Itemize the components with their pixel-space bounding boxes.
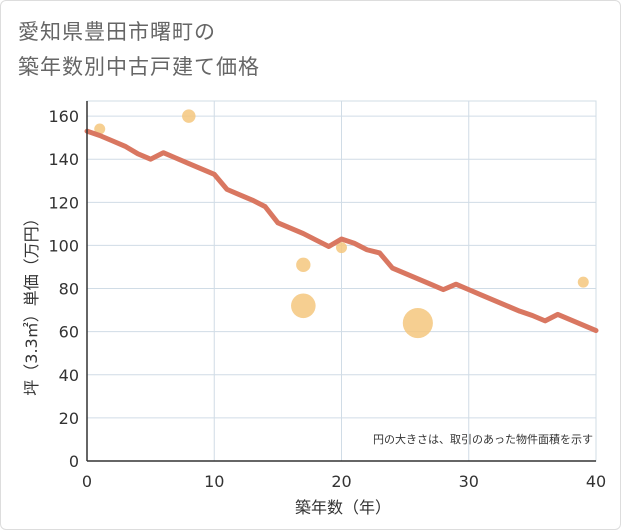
y-tick-label-6: 120: [48, 193, 79, 212]
y-tick-label-1: 20: [59, 409, 79, 428]
x-tick-label-1: 10: [204, 472, 224, 491]
y-tick-labels: 0 20 40 60 80 100 120 140 160: [48, 107, 79, 471]
x-tick-label-0: 0: [82, 472, 92, 491]
grid: [86, 100, 597, 462]
bubble-point-4: [336, 242, 347, 254]
y-tick-label-0: 0: [69, 452, 79, 471]
chart-title: 愛知県豊田市曙町の 築年数別中古戸建て価格: [18, 15, 260, 85]
bubble-point-1: [182, 109, 196, 123]
x-tick-label-4: 40: [586, 472, 606, 491]
y-tick-label-8: 160: [48, 107, 79, 126]
trend-line: [84, 128, 599, 334]
y-tick-label-3: 60: [59, 323, 79, 342]
x-axis-label: 築年数（年）: [295, 498, 391, 517]
x-tick-label-2: 20: [331, 472, 351, 491]
y-axis-label: 坪（3.3㎡）単価（万円）: [22, 210, 41, 395]
y-tick-label-7: 140: [48, 150, 79, 169]
x-tick-labels: 0 10 20 30 40: [82, 472, 606, 491]
bubble-point-6: [577, 276, 589, 288]
bubble-point-3: [291, 293, 316, 319]
bubble-point-5: [402, 307, 433, 339]
bubble-layer: [94, 109, 589, 339]
axes: [86, 101, 596, 462]
bubble-size-note: 円の大きさは、取引のあった物件面積を示す: [373, 432, 593, 446]
y-tick-label-4: 80: [59, 280, 79, 299]
chart-title-line-1: 愛知県豊田市曙町の: [18, 20, 216, 44]
y-tick-label-5: 100: [48, 236, 79, 255]
bubble-point-0: [94, 123, 106, 135]
x-tick-label-3: 30: [459, 472, 479, 491]
bubble-point-2: [296, 257, 311, 273]
chart-title-line-2: 築年数別中古戸建て価格: [18, 55, 260, 79]
y-tick-label-2: 40: [59, 366, 79, 385]
